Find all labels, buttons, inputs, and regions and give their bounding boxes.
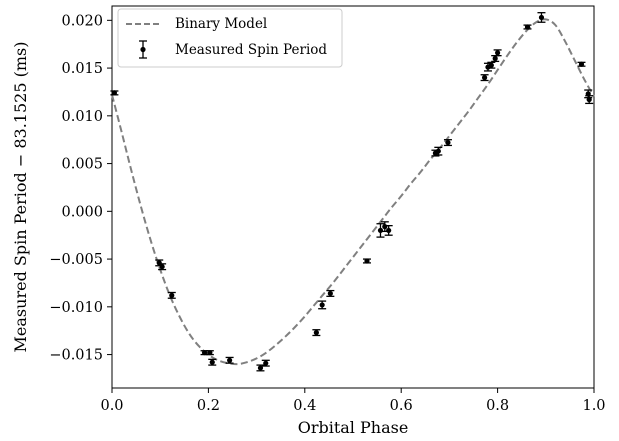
data-point (225, 356, 234, 364)
point-marker (327, 290, 333, 297)
y-tick-label: 0.010 (61, 109, 103, 125)
data-point (384, 224, 393, 236)
data-point (380, 221, 389, 233)
x-axis-label: Orbital Phase (298, 418, 409, 437)
point-marker (524, 24, 531, 30)
data-point (167, 291, 176, 299)
point-marker (495, 50, 501, 56)
y-tick-label: −0.015 (49, 348, 103, 364)
legend: Binary Model Measured Spin Period (117, 8, 343, 68)
data-point (312, 329, 321, 337)
point-marker (169, 292, 175, 298)
data-point (110, 90, 119, 96)
data-point (318, 300, 327, 310)
data-point (493, 49, 502, 57)
y-tick-label: 0.005 (61, 157, 103, 173)
point-marker (263, 360, 269, 366)
legend-box (117, 8, 343, 68)
data-point (480, 74, 489, 82)
point-marker (227, 357, 233, 363)
data-point (523, 24, 532, 30)
x-tick-label: 0.0 (100, 398, 123, 414)
data-point (326, 289, 335, 297)
y-tick-label: 0.000 (61, 204, 103, 220)
data-point (256, 364, 265, 372)
y-axis-label: Measured Spin Period − 83.1525 (ms) (11, 42, 30, 353)
x-tick-label: 0.4 (293, 398, 316, 414)
point-marker (201, 350, 208, 356)
x-tick-label: 1.0 (582, 398, 605, 414)
point-marker (111, 90, 118, 96)
point-marker (377, 227, 384, 234)
point-marker (257, 365, 264, 371)
legend-points-swatch (139, 40, 147, 59)
point-marker (319, 302, 325, 308)
x-ticks: 0.0 0.2 0.4 0.6 0.8 1.0 (100, 388, 606, 414)
x-tick-label: 0.8 (486, 398, 509, 414)
legend-points-label: Measured Spin Period (175, 42, 327, 58)
point-marker (481, 75, 488, 81)
point-marker (207, 350, 213, 356)
data-point (158, 263, 167, 271)
point-marker (364, 258, 370, 264)
y-tick-label: −0.005 (49, 252, 103, 268)
model-curve-layer (111, 18, 595, 366)
data-point (208, 358, 217, 366)
point-marker (435, 148, 441, 154)
point-marker (492, 55, 498, 62)
data-point (487, 61, 496, 69)
point-marker (445, 139, 451, 146)
point-marker (313, 330, 319, 336)
point-marker (209, 359, 215, 365)
point-marker (538, 14, 545, 21)
legend-model-label: Binary Model (175, 16, 267, 32)
y-tick-label: 0.020 (61, 13, 103, 29)
data-point (362, 258, 371, 264)
point-marker (488, 62, 494, 68)
point-marker (382, 224, 388, 230)
data-point (537, 12, 546, 23)
model-curve (111, 18, 595, 366)
y-tick-label: 0.015 (61, 61, 103, 77)
plot-frame (111, 5, 595, 389)
data-point (261, 359, 270, 367)
data-point (205, 350, 214, 356)
data-point (491, 55, 500, 63)
point-marker (159, 264, 165, 270)
y-tick-label: −0.010 (49, 300, 103, 316)
point-marker (578, 61, 585, 67)
x-tick-label: 0.2 (197, 398, 220, 414)
data-points-layer (110, 12, 594, 372)
x-tick-label: 0.6 (390, 398, 413, 414)
data-point (434, 146, 443, 156)
point-marker (586, 96, 592, 103)
y-ticks: −0.015 −0.010 −0.005 0.000 0.005 0.010 0.015 0.… (49, 13, 112, 364)
data-point (585, 95, 594, 105)
data-point (443, 139, 452, 147)
point-marker (386, 227, 392, 234)
data-point (577, 61, 586, 67)
